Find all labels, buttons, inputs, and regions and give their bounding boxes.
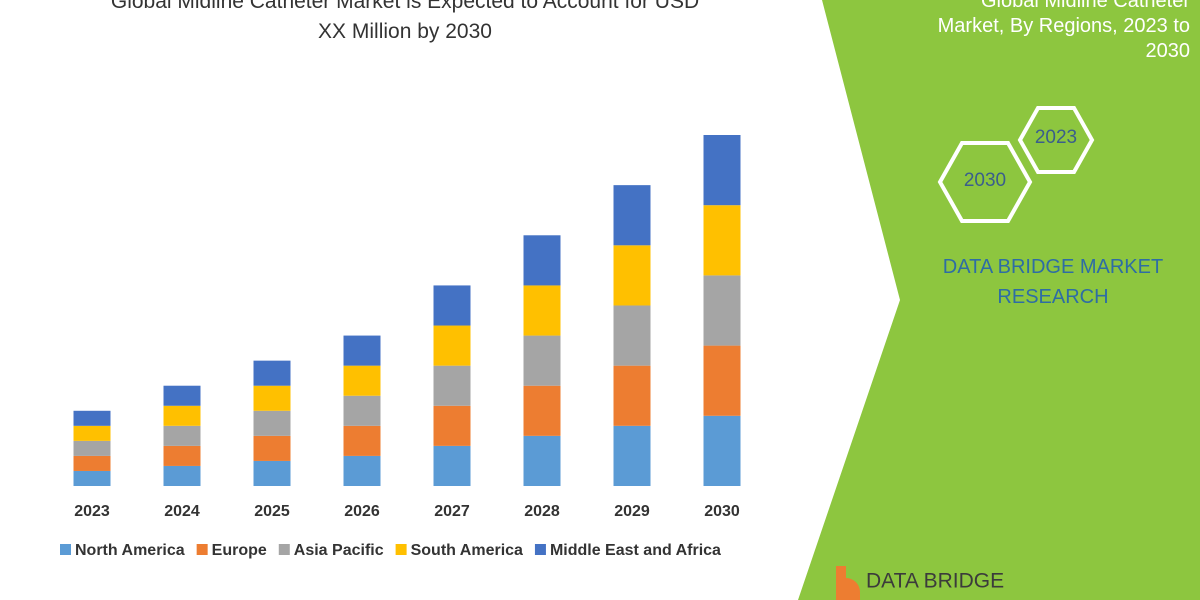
x-tick-label: 2024 [164,503,200,520]
legend-swatch [278,544,290,555]
x-tick-label: 2030 [704,503,740,520]
bar-segment [703,345,741,416]
bar-segment [523,335,561,386]
bar-segment [163,425,201,446]
bar-segment [433,325,471,366]
bar-segment [253,460,291,486]
bar-segment [73,410,111,426]
legend-swatch [395,544,407,555]
x-tick-label: 2028 [524,503,560,520]
hexagon-label: 2023 [1035,127,1077,148]
bar-segment [523,435,561,486]
bar-segment [343,365,381,396]
bar-segment [523,285,561,336]
bar-segment [433,285,471,326]
bar-segment [73,470,111,486]
logo-text: DATA BRIDGE [866,570,1004,593]
x-tick-label: 2025 [254,503,290,520]
panel-title: Global Midline Catheter Market, By Region… [938,0,1191,62]
bar-segment [253,360,291,386]
bar-segment [73,425,111,441]
chart-title: Global Midline Catheter Market is Expect… [111,0,699,43]
bar-segment [433,445,471,486]
hexagon [937,106,1095,223]
x-tick-label: 2023 [74,503,110,520]
bar-segment [523,235,561,286]
legend-label: Asia Pacific [294,542,384,559]
green-panel [798,0,1200,600]
x-tick-label: 2027 [434,503,470,520]
legend-swatch [534,544,546,555]
bar-segment [433,365,471,406]
bar-segment [613,305,651,366]
legend-swatch [196,544,208,555]
bar-segment [163,445,201,466]
legend-label: North America [75,542,185,559]
x-tick-label: 2029 [614,503,650,520]
bar-segment [343,335,381,366]
bar-segment [613,425,651,486]
bar-segment [343,425,381,456]
bar-segment [703,205,741,276]
bar-segment [433,405,471,446]
legend-swatch [60,544,71,555]
bar-segment [613,185,651,246]
bar-segment [703,415,741,486]
bar-segment [73,440,111,456]
bar-segment [253,435,291,461]
hexagon-label: 2030 [964,170,1006,191]
bar-segment [163,385,201,406]
bar-segment [163,465,201,486]
legend-label: Middle East and Africa [550,542,721,559]
bar-segment [613,365,651,426]
legend-label: Europe [212,542,267,559]
brand-name: DATA BRIDGE MARKET RESEARCH [943,256,1163,308]
legend-label: South America [411,542,523,559]
x-tick-label: 2026 [344,503,380,520]
bar-segment [253,385,291,411]
bar-segment [613,245,651,306]
bar-segment [703,135,741,206]
bar-segment [343,395,381,426]
bar-segment [703,275,741,346]
bar-segment [163,405,201,426]
logo-mark [836,566,860,600]
bar-segment [73,455,111,471]
bar-segment [343,455,381,486]
bar-segment [523,385,561,436]
bar-segment [253,410,291,436]
